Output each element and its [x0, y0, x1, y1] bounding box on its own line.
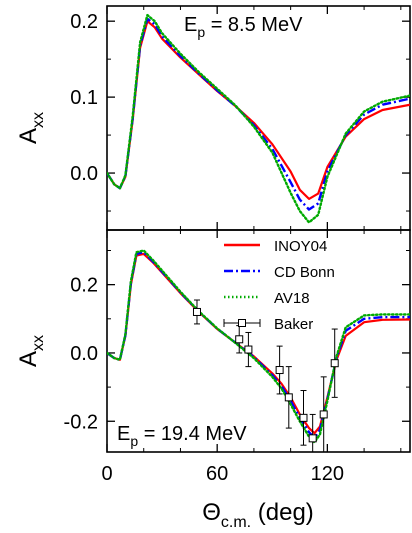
y-tick-label: 0.0 [70, 163, 98, 185]
plot-frame [106, 229, 411, 453]
data-point [299, 413, 308, 422]
energy-annotation: Ep = 8.5 MeV [184, 14, 303, 40]
data-point [319, 410, 328, 419]
data-point [275, 366, 284, 375]
x-tick-label: 60 [206, 463, 228, 485]
data-point [330, 359, 339, 368]
data-point [284, 393, 293, 402]
legend-label: AV18 [274, 290, 310, 307]
legend: INOY04 CD Bonn AV18 Baker [223, 238, 335, 333]
bottom-panel: 0.2 0.0 -0.2 0 60 120 Axx Ep = 19.4 MeV INOY04 CD… [15, 229, 411, 531]
data-point [308, 434, 317, 443]
y-tick-label: 0.2 [70, 275, 98, 297]
x-tick-label: 120 [311, 463, 344, 485]
y-tick-label: 0.1 [70, 87, 98, 109]
legend-label: CD Bonn [274, 264, 335, 281]
data-point [244, 345, 253, 354]
legend-label: Baker [274, 316, 313, 333]
energy-annotation: Ep = 19.4 MeV [117, 423, 247, 449]
series-line-av18 [107, 13, 410, 224]
data-point [235, 335, 244, 344]
legend-label: INOY04 [274, 238, 327, 255]
y-axis-label: Axx [15, 335, 47, 367]
x-tick-label: 0 [101, 463, 112, 485]
series-line-av18 [107, 249, 410, 444]
data-point [192, 307, 201, 316]
series-group [107, 249, 410, 452]
series-line-cd-bonn [107, 17, 410, 211]
legend-swatch [238, 319, 246, 327]
top-panel: 0.2 0.1 0.0 Axx Ep = 8.5 MeV [15, 5, 411, 231]
y-tick-label: -0.2 [64, 411, 98, 433]
x-axis-label: Θc.m. (deg) [202, 499, 314, 531]
series-line-inoy04 [107, 252, 410, 435]
series-group [107, 13, 410, 224]
y-axis-label: Axx [15, 112, 47, 144]
y-tick-label: 0.2 [70, 11, 98, 33]
y-tick-label: 0.0 [70, 343, 98, 365]
series-line-cd-bonn [107, 251, 410, 439]
